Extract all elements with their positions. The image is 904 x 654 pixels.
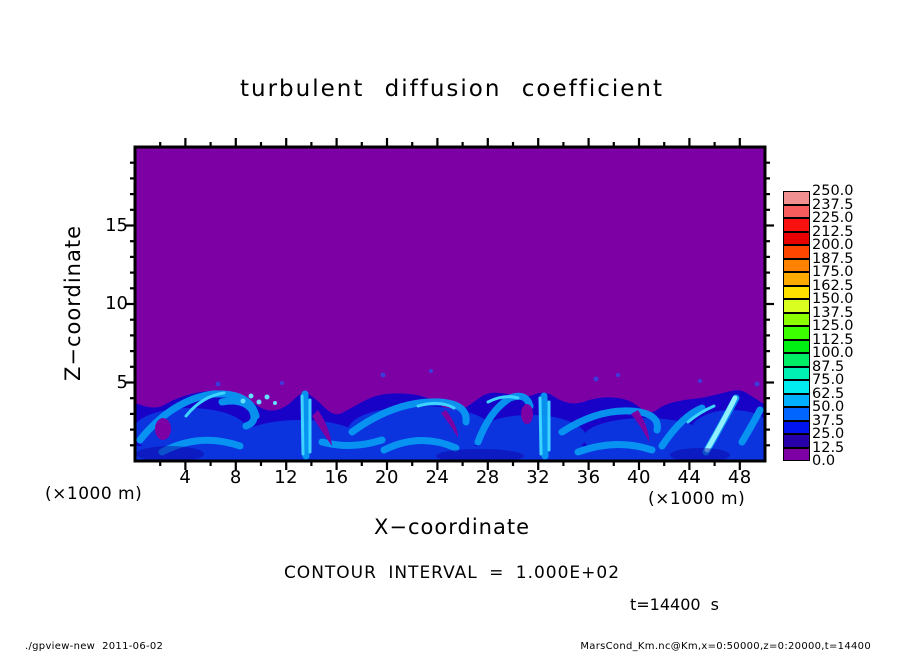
colorbar-label: 187.5: [812, 250, 854, 267]
colorbar-label: 87.5: [812, 358, 845, 375]
colorbar-label: 225.0: [812, 209, 854, 226]
z-axis-title: Z−coordinate: [61, 225, 85, 381]
turbulent-band: [135, 390, 765, 461]
x-tick-label: 28: [475, 467, 500, 488]
x-axis-units: (×1000 m): [648, 489, 746, 509]
colorbar-label: 125.0: [812, 317, 854, 334]
colorbar-label: 137.5: [812, 304, 854, 321]
colorbar-cell: [783, 339, 810, 353]
colorbar-cell: [783, 407, 810, 421]
colorbar-cell: [783, 258, 810, 272]
colorbar-cell: [783, 231, 810, 245]
turbulence-decor: [135, 369, 765, 461]
colorbar-label: 12.5: [812, 439, 845, 456]
colorbar-label: 237.5: [812, 196, 854, 213]
turbulent-layer: [135, 369, 765, 461]
time-note: t=14400 s: [630, 595, 719, 614]
colorbar-label: 0.0: [812, 452, 836, 469]
plot-title: turbulent diffusion coefficient: [239, 76, 664, 102]
footer-program-date: ./gpview-new 2011-06-02: [25, 641, 164, 652]
colorbar-cell: [783, 285, 810, 299]
colorbar-cell: [783, 366, 810, 380]
colorbar-cell: [783, 218, 810, 232]
x-tick-label: 20: [375, 467, 399, 488]
colorbar-label: 37.5: [812, 412, 845, 429]
z-tick-label: 5: [116, 371, 128, 393]
colorbar-label: 200.0: [812, 236, 854, 253]
colorbar-cell: [783, 326, 810, 340]
colorbar-label: 212.5: [812, 223, 854, 240]
colorbar-cell: [783, 393, 810, 407]
colorbar-label: 50.0: [812, 398, 845, 415]
x-tick-label: 44: [677, 467, 702, 488]
colorbar-cell: [783, 204, 810, 218]
colorbar-cell: [783, 312, 810, 326]
z-tick-label: 15: [105, 214, 128, 236]
contour-interval-note: CONTOUR INTERVAL = 1.000E+02: [283, 563, 621, 583]
colorbar-label: 75.0: [812, 371, 845, 388]
z-tick-label: 10: [105, 293, 128, 315]
colorbar-label: 150.0: [812, 290, 854, 307]
z-axis-units: (×1000 m): [45, 484, 143, 504]
colorbar-cell: [783, 191, 810, 205]
plot-background: [135, 147, 765, 461]
colorbar-label: 162.5: [812, 277, 854, 294]
x-tick-label: 48: [727, 467, 752, 488]
colorbar-cell: [783, 434, 810, 448]
colorbar-cell: [783, 299, 810, 313]
x-tick-label: 36: [576, 467, 601, 488]
colorbar-cell: [783, 353, 810, 367]
x-tick-label: 12: [274, 467, 299, 488]
x-tick-label: 32: [526, 467, 551, 488]
colorbar-cell: [783, 420, 810, 434]
colorbar-cell: [783, 447, 810, 461]
colorbar-cell: [783, 380, 810, 394]
colorbar-cell: [783, 272, 810, 286]
footer-gturl: MarsCond_Km.nc@Km,x=0:50000,z=0:20000,t=…: [580, 641, 871, 652]
x-tick-label: 16: [324, 467, 349, 488]
colorbar-cell: [783, 245, 810, 259]
x-axis-title: X−coordinate: [374, 515, 530, 539]
axis-ticks: [126, 138, 774, 470]
plot-frame: [133, 145, 767, 463]
colorbar-label: 62.5: [812, 385, 845, 402]
x-tick-label: 24: [425, 467, 450, 488]
colorbar-label: 112.5: [812, 331, 854, 348]
colorbar-label: 25.0: [812, 425, 845, 442]
x-tick-label: 4: [179, 467, 192, 488]
x-tick-label: 40: [627, 467, 651, 488]
colorbar-label: 100.0: [812, 344, 854, 361]
colorbar-label: 250.0: [812, 182, 854, 199]
colorbar-label: 175.0: [812, 263, 854, 280]
x-tick-label: 8: [229, 467, 242, 488]
